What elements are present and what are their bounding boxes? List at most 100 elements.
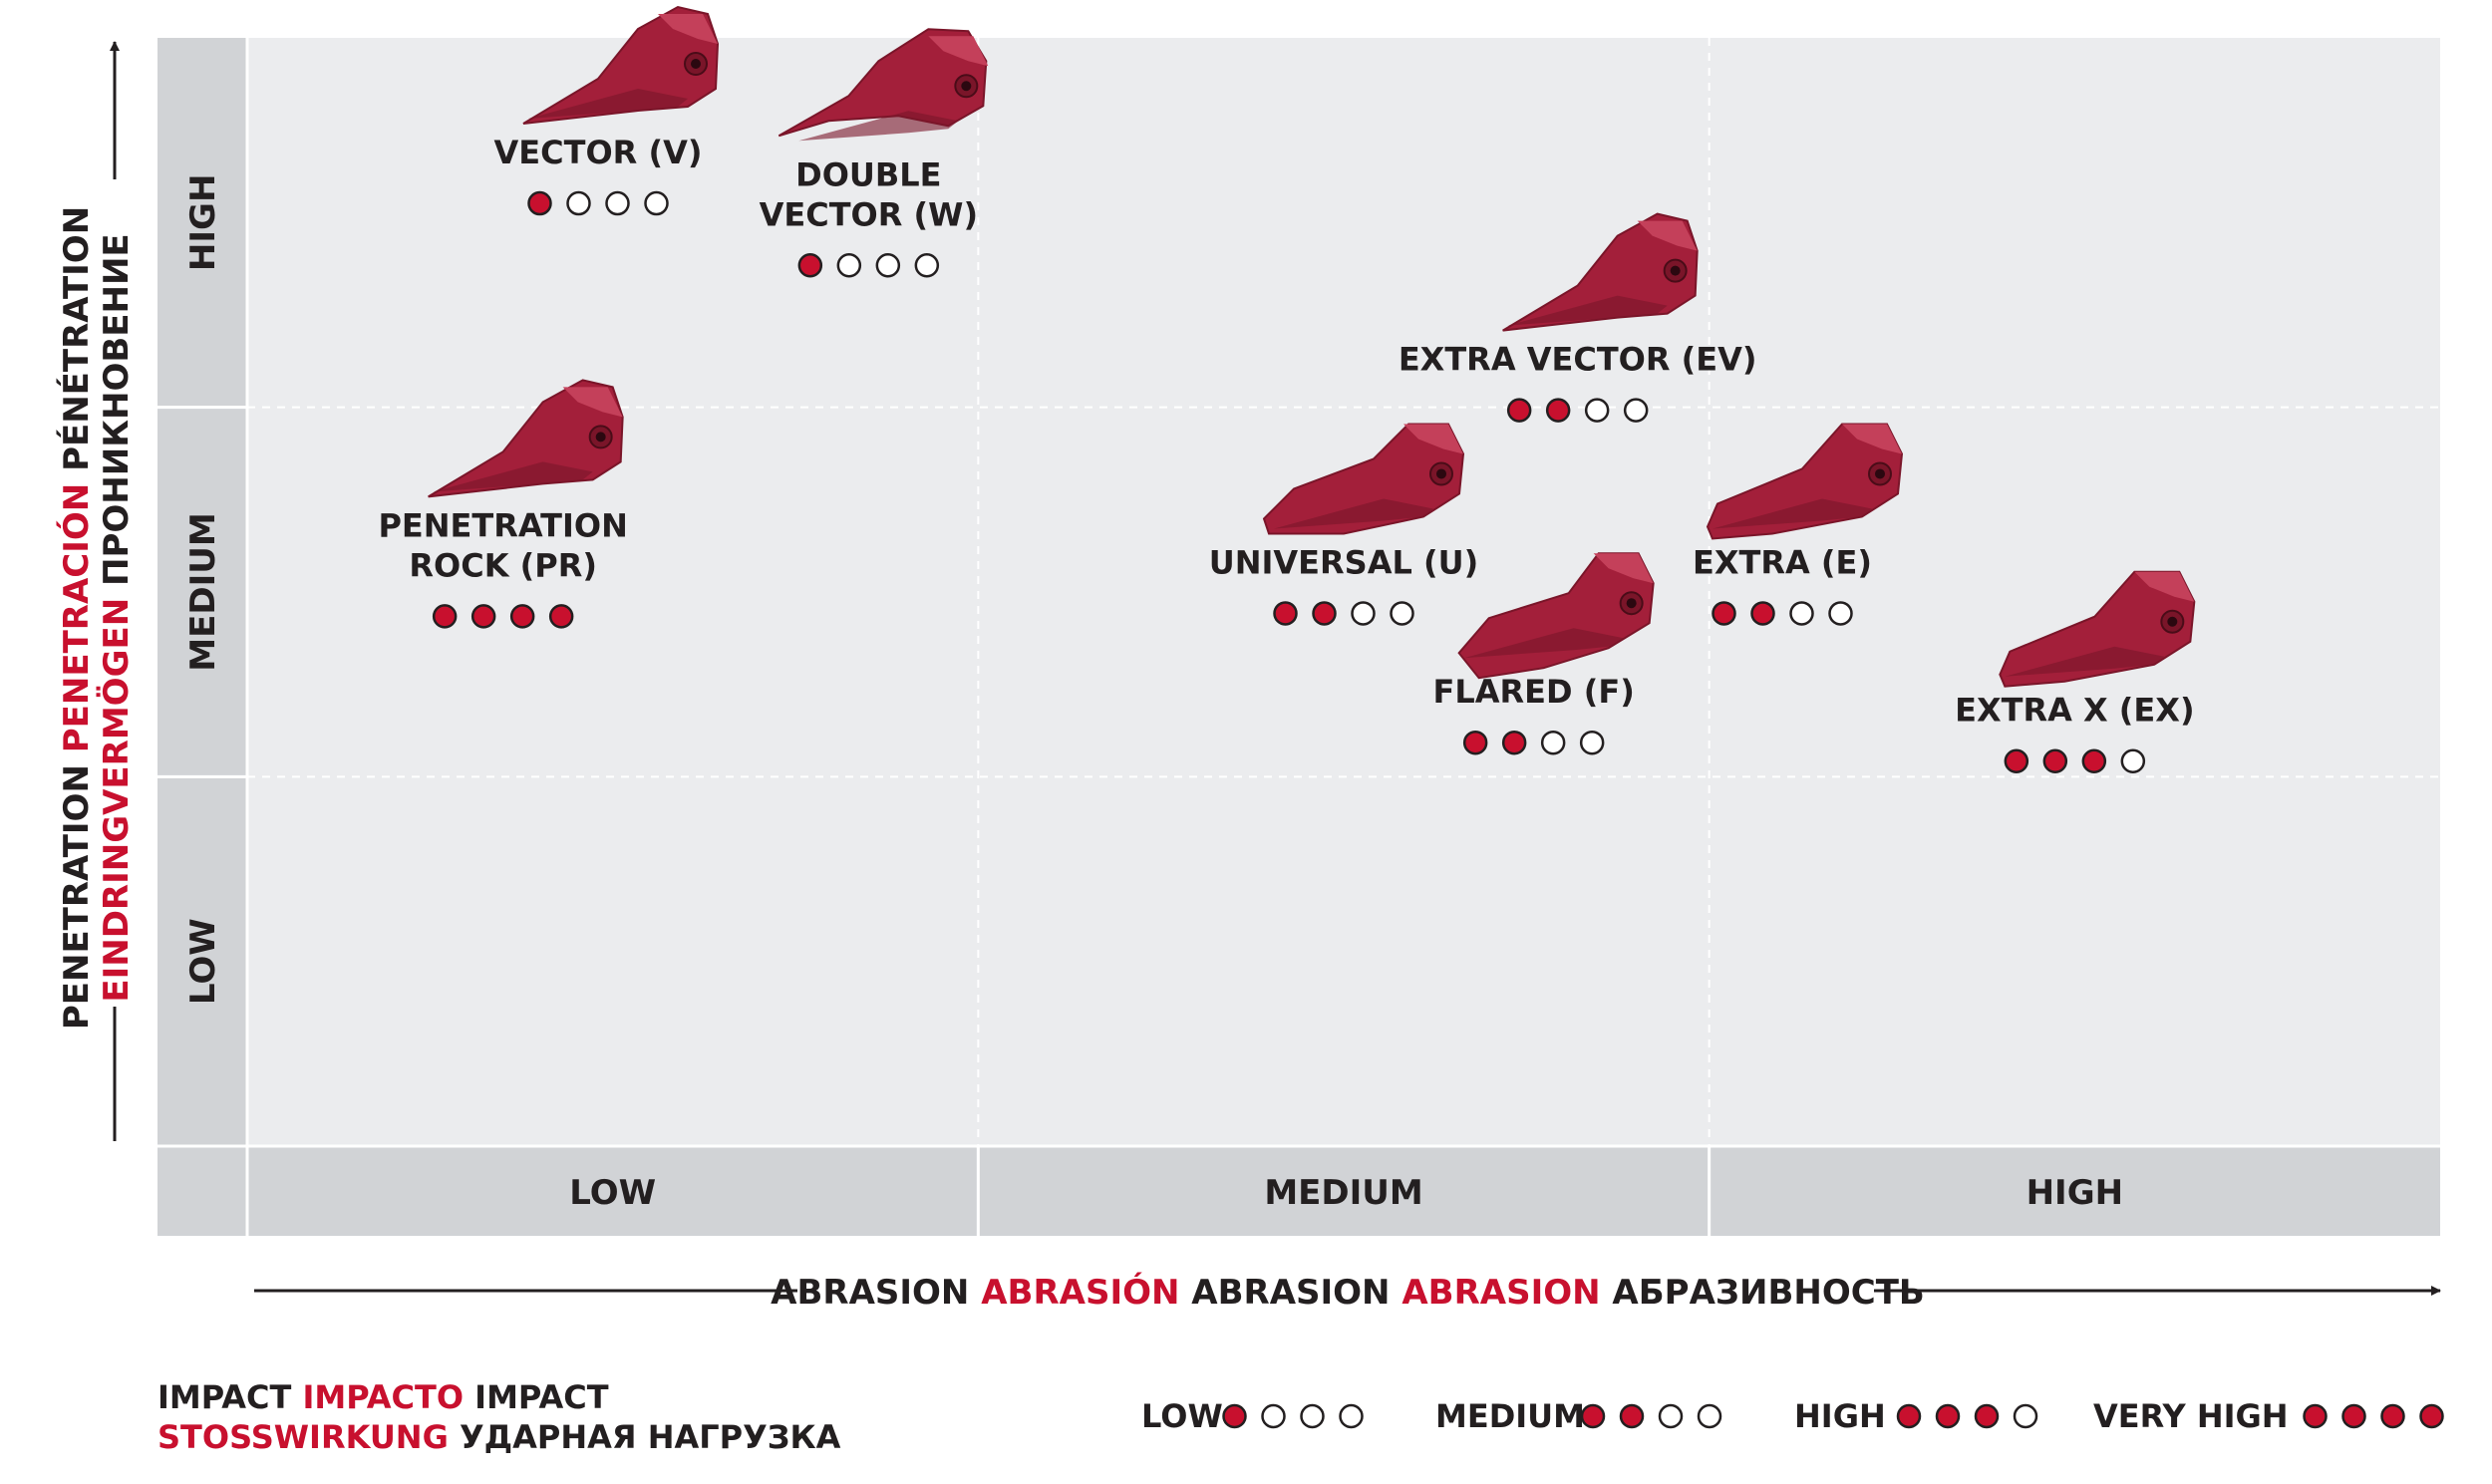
impact-dot-filled bbox=[432, 604, 458, 629]
impact-dot-filled bbox=[509, 604, 535, 629]
tooth-image bbox=[1999, 570, 2196, 688]
x-tick-label: HIGH bbox=[2026, 1173, 2123, 1213]
legend-dot-empty bbox=[1658, 1403, 1684, 1429]
tooth-body bbox=[1502, 212, 1699, 332]
impact-dot-empty bbox=[1623, 398, 1649, 423]
data-point: EXTRA X (EX) bbox=[1955, 570, 2196, 773]
tooth-pin-core bbox=[595, 432, 606, 443]
tooth-shadow bbox=[1463, 628, 1624, 659]
y-tick-label: MEDIUM bbox=[183, 512, 223, 671]
impact-dot-empty bbox=[1540, 730, 1566, 755]
y-axis-title-part: PENETRACIÓN bbox=[56, 483, 97, 764]
impact-dot-empty bbox=[1789, 601, 1814, 626]
point-label: DOUBLE VECTOR (W) bbox=[760, 155, 978, 233]
data-point: EXTRA (E) bbox=[1693, 423, 1904, 626]
legend-item: VERY HIGH bbox=[2093, 1397, 2444, 1435]
legend-label: MEDIUM bbox=[1435, 1397, 1585, 1435]
data-point: FLARED (F) bbox=[1433, 552, 1655, 755]
point-label: VECTOR (V) bbox=[494, 134, 703, 171]
point-label: EXTRA VECTOR (EV) bbox=[1399, 341, 1757, 379]
tooth-shadow bbox=[433, 461, 593, 492]
tooth-image bbox=[778, 28, 989, 142]
impact-dot-empty bbox=[875, 253, 901, 278]
legend-title-part: IMPACT bbox=[464, 1378, 609, 1416]
tooth-pin-core bbox=[1670, 265, 1681, 276]
tooth-highlight bbox=[1842, 424, 1902, 454]
x-axis-title-part: ABRASION bbox=[771, 1273, 969, 1313]
legend-label: HIGH bbox=[1794, 1397, 1886, 1435]
legend-label: VERY HIGH bbox=[2093, 1397, 2289, 1435]
impact-dot-filled bbox=[1312, 601, 1337, 626]
impact-dot-empty bbox=[605, 190, 630, 216]
y-axis-title-line1: PENETRATION PENETRACIÓN PÉNÉTRATION bbox=[56, 206, 97, 1030]
x-axis-title-part: АБРАЗИВНОСТЬ bbox=[1601, 1273, 1925, 1313]
impact-dot-empty bbox=[566, 190, 591, 216]
legend-dot-filled bbox=[2303, 1403, 2328, 1429]
tooth-highlight bbox=[1637, 220, 1698, 251]
legend-dot-empty bbox=[1300, 1403, 1325, 1429]
impact-dot-filled bbox=[548, 604, 574, 629]
impact-dot-filled bbox=[1501, 730, 1527, 755]
legend-dot-empty bbox=[1261, 1403, 1286, 1429]
legend-dot-filled bbox=[1222, 1403, 1247, 1429]
point-label-line: VECTOR (V) bbox=[494, 134, 703, 171]
tooth-highlight bbox=[2134, 571, 2195, 602]
y-tick-label: LOW bbox=[183, 918, 223, 1005]
legend-item: MEDIUM bbox=[1435, 1397, 1722, 1435]
impact-dot-empty bbox=[1390, 601, 1414, 626]
y-category-band bbox=[157, 38, 247, 1236]
point-label: EXTRA (E) bbox=[1693, 543, 1872, 581]
impact-dot-filled bbox=[1273, 601, 1298, 626]
point-label: EXTRA X (EX) bbox=[1955, 692, 2195, 730]
point-label: UNIVERSAL (U) bbox=[1209, 543, 1479, 581]
data-point: DOUBLE VECTOR (W) bbox=[760, 28, 989, 278]
legend-dot-empty bbox=[2013, 1403, 2038, 1429]
impact-dot-filled bbox=[1462, 730, 1488, 755]
point-label-line: ROCK (PR) bbox=[409, 546, 597, 584]
legend-title-line1: IMPACT IMPACTO IMPACT bbox=[157, 1378, 609, 1416]
impact-dot-empty bbox=[2120, 748, 2146, 773]
legend-item: LOW bbox=[1141, 1397, 1364, 1435]
impact-dot-empty bbox=[1579, 730, 1605, 755]
data-point: EXTRA VECTOR (EV) bbox=[1399, 212, 1757, 423]
x-axis-title: ABRASION ABRASIÓN ABRASION ABRASION АБРА… bbox=[771, 1272, 1925, 1313]
data-point: VECTOR (V) bbox=[494, 5, 720, 216]
point-label-line: EXTRA X (EX) bbox=[1955, 692, 2195, 730]
x-axis-title-part: ABRASIÓN bbox=[969, 1272, 1179, 1313]
legend-dot-filled bbox=[2341, 1403, 2366, 1429]
impact-dot-filled bbox=[1712, 601, 1736, 626]
point-label: FLARED (F) bbox=[1433, 673, 1635, 711]
point-label-line: EXTRA (E) bbox=[1693, 543, 1872, 581]
impact-dot-filled bbox=[1545, 398, 1571, 423]
tooth-pin-core bbox=[961, 81, 972, 92]
legend-dot-filled bbox=[2380, 1403, 2405, 1429]
plot-background bbox=[157, 38, 2440, 1236]
tooth-shadow bbox=[798, 111, 959, 142]
tooth-shadow bbox=[528, 89, 688, 120]
legend-dot-filled bbox=[1935, 1403, 1961, 1429]
legend-title-line2: STOSSWIRKUNG УДАРНАЯ НАГРУЗКА bbox=[157, 1418, 841, 1456]
point-label: PENETRATION ROCK (PR) bbox=[378, 506, 627, 584]
legend-title-part: УДАРНАЯ НАГРУЗКА bbox=[449, 1418, 841, 1456]
x-category-band bbox=[157, 1146, 2440, 1236]
impact-dot-filled bbox=[1506, 398, 1532, 423]
x-tick-label: LOW bbox=[569, 1173, 656, 1213]
tooth-pin-core bbox=[1436, 468, 1446, 479]
x-axis-title-part: ABRASION bbox=[1179, 1273, 1390, 1313]
impact-dot-filled bbox=[797, 253, 823, 278]
tooth-shadow bbox=[1713, 498, 1872, 529]
tooth-shadow bbox=[2005, 646, 2165, 677]
legend-dot-filled bbox=[1974, 1403, 2000, 1429]
legend-label: LOW bbox=[1141, 1397, 1223, 1435]
point-label-line: FLARED (F) bbox=[1433, 673, 1635, 711]
point-label-line: EXTRA VECTOR (EV) bbox=[1399, 341, 1757, 379]
legend-dot-filled bbox=[1896, 1403, 1922, 1429]
tooth-highlight bbox=[1593, 553, 1654, 584]
tooth-pin-core bbox=[2167, 616, 2178, 627]
y-axis-title-part: PENETRATION bbox=[57, 764, 97, 1030]
point-label-line: VECTOR (W) bbox=[760, 195, 978, 233]
legend-dot-filled bbox=[1619, 1403, 1645, 1429]
axes: LOW MEDIUM HIGH LOW MEDIUM HIGH ABRASION ABRAS… bbox=[56, 41, 2441, 1313]
impact-dot-filled bbox=[527, 190, 552, 216]
tooth-image bbox=[1262, 423, 1465, 535]
